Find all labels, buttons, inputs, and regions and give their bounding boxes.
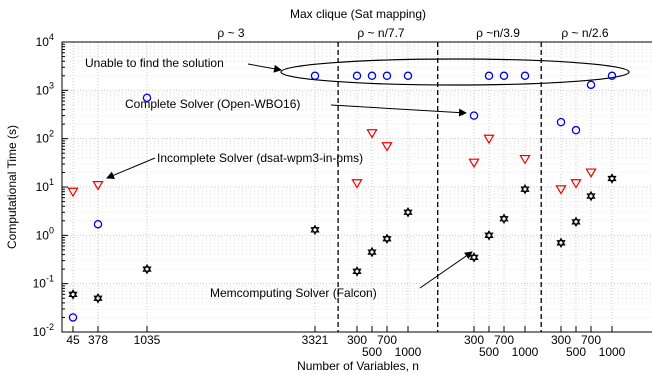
point-complete-solver [556, 117, 566, 127]
x-tick-label: 1000 [512, 345, 539, 359]
group-label: ρ ~ 3 [217, 26, 245, 40]
x-axis: 45 378 1035 3321 300500700100030050070010003… [66, 326, 626, 359]
point-incomplete-solver [92, 180, 104, 191]
x-tick-label: 378 [88, 333, 108, 347]
annotation-incomplete-solver-arrow [106, 157, 156, 179]
point-memcomputing-solver [352, 266, 362, 277]
point-complete-solver [382, 71, 392, 81]
group-label: ρ ~ n/2.6 [561, 26, 609, 40]
y-tick-label: 10-1 [33, 274, 54, 291]
y-axis-label: Computational Time (s) [5, 125, 19, 249]
x-tick-label: 300 [347, 333, 367, 347]
point-complete-solver [403, 71, 413, 81]
point-memcomputing-solver [403, 206, 413, 218]
unsolved-ellipse [280, 58, 630, 86]
point-complete-solver [586, 80, 596, 90]
group-separators [337, 42, 542, 332]
y-tick-label: 101 [36, 177, 54, 194]
point-complete-solver [310, 71, 320, 81]
point-incomplete-solver [555, 185, 567, 195]
annotation-memcomputing-solver-arrow [419, 251, 473, 289]
x-tick-label: 700 [581, 333, 601, 347]
y-tick-label: 10-2 [33, 322, 54, 339]
point-incomplete-solver [483, 134, 495, 145]
group-label: ρ ~n/3.9 [476, 26, 520, 40]
point-memcomputing-solver [484, 230, 494, 241]
x-tick-label: 1000 [599, 345, 626, 359]
point-complete-solver [571, 125, 581, 135]
y-tick-label: 104 [36, 32, 54, 49]
y-tick-label: 100 [36, 225, 54, 242]
series-triangle-down [67, 129, 597, 198]
point-complete-solver [352, 71, 362, 81]
annotation-memcomputing-solver: Memcomputing Solver (Falcon) [210, 286, 377, 300]
annotation-complete-solver-arrow [330, 104, 467, 117]
point-complete-solver [607, 71, 617, 81]
point-complete-solver [469, 111, 479, 120]
point-memcomputing-solver [586, 190, 596, 202]
point-memcomputing-solver [520, 183, 530, 195]
point-complete-solver [93, 219, 103, 229]
point-incomplete-solver [67, 187, 79, 198]
y-tick-label: 102 [36, 129, 54, 146]
point-complete-solver [499, 71, 509, 81]
x-tick-label: 500 [479, 345, 499, 359]
x-tick-label: 3321 [302, 333, 329, 347]
point-memcomputing-solver [556, 237, 566, 249]
series-hexagram [68, 173, 617, 304]
point-incomplete-solver [519, 154, 531, 165]
point-memcomputing-solver [469, 252, 479, 263]
x-tick-label: 700 [494, 333, 514, 347]
chart-title: Max clique (Sat mapping) [290, 7, 426, 21]
point-memcomputing-solver [68, 289, 78, 300]
point-incomplete-solver [585, 168, 597, 179]
x-tick-label: 500 [362, 345, 382, 359]
point-incomplete-solver [468, 158, 480, 169]
group-labels: ρ ~ 3 ρ ~ n/7.7 ρ ~n/3.9 ρ ~ n/2.6 [217, 26, 609, 40]
annotation-unable-arrow [247, 63, 282, 73]
data-points [67, 71, 617, 322]
x-tick-label: 1000 [395, 345, 422, 359]
point-memcomputing-solver [382, 233, 392, 245]
x-tick-label: 500 [566, 345, 586, 359]
annotation-complete-solver: Complete Solver (Open-WBO16) [125, 97, 300, 111]
annotation-unable: Unable to find the solution [85, 56, 224, 70]
x-axis-label: Number of Variables, n [297, 359, 419, 373]
annotation-incomplete-solver: Incomplete Solver (dsat-wpm3-in-pms) [157, 151, 363, 165]
y-axis: 10-2 10-1 100 101 102 103 104 [33, 32, 68, 339]
point-incomplete-solver [366, 129, 378, 139]
x-tick-label: 700 [377, 333, 397, 347]
point-memcomputing-solver [499, 213, 509, 225]
y-tick-label: 103 [36, 80, 54, 97]
point-memcomputing-solver [142, 263, 152, 275]
point-incomplete-solver [381, 142, 393, 152]
annotations: Unable to find the solution Complete Solv… [85, 56, 630, 300]
point-memcomputing-solver [571, 216, 581, 228]
x-tick-label: 1035 [134, 333, 161, 347]
point-complete-solver [484, 71, 494, 81]
point-complete-solver [367, 71, 377, 81]
point-complete-solver [68, 313, 78, 322]
point-memcomputing-solver [607, 173, 617, 184]
point-memcomputing-solver [93, 292, 103, 304]
point-memcomputing-solver [310, 224, 320, 236]
x-tick-label: 300 [464, 333, 484, 347]
x-tick-label: 45 [66, 333, 80, 347]
series-circle [68, 71, 617, 322]
point-complete-solver [142, 93, 152, 103]
group-label: ρ ~ n/7.7 [357, 26, 405, 40]
x-tick-label: 300 [551, 333, 571, 347]
point-incomplete-solver [351, 179, 363, 189]
point-incomplete-solver [570, 179, 582, 189]
point-complete-solver [520, 71, 530, 81]
point-memcomputing-solver [367, 246, 377, 258]
